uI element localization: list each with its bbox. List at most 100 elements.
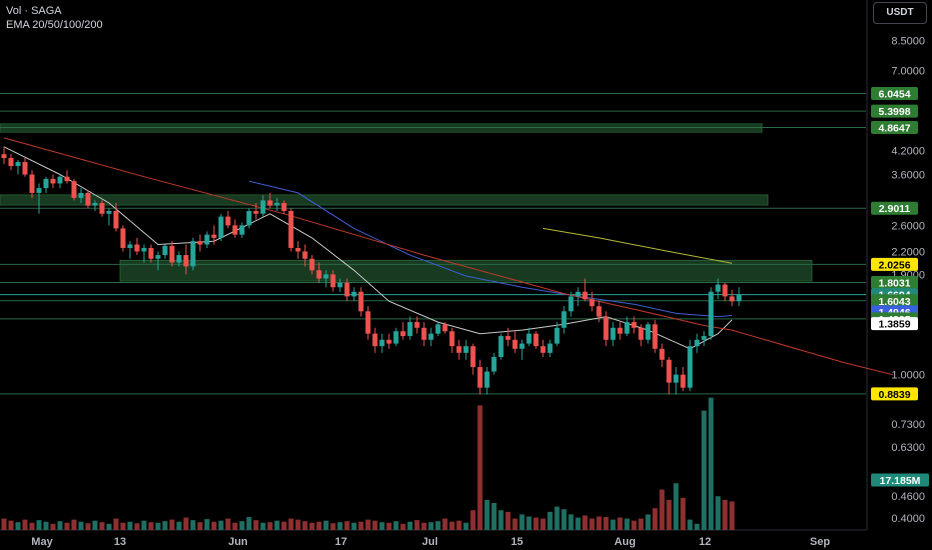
- price-label-2.9011: 2.9011: [871, 201, 918, 215]
- y-tick-label: 0.6300: [891, 442, 925, 454]
- volume-value-label: 17.185M: [871, 473, 929, 487]
- candle: [722, 282, 728, 302]
- candle: [519, 339, 525, 360]
- candle-body: [491, 356, 497, 372]
- volume-bar: [155, 522, 161, 530]
- currency-button[interactable]: USDT: [873, 2, 927, 24]
- ema-50-line: [248, 180, 733, 318]
- volume-bar: [568, 514, 574, 530]
- candle-body: [568, 296, 574, 312]
- candle-body: [694, 339, 700, 347]
- candle: [379, 333, 385, 353]
- price-label-bg: [871, 294, 918, 308]
- candle-body: [218, 216, 224, 238]
- candle-body: [547, 343, 553, 353]
- volume-bar: [477, 405, 483, 530]
- candle-body: [435, 324, 441, 334]
- volume-bar: [365, 519, 371, 530]
- price-label-1.3859: 1.3859: [871, 317, 918, 331]
- candle: [596, 301, 602, 323]
- candle: [155, 251, 161, 271]
- candle-body: [29, 174, 35, 193]
- volume-bar: [106, 523, 112, 530]
- y-tick-label: 8.5000: [891, 35, 925, 47]
- candle-body: [71, 181, 77, 198]
- candle-body: [708, 291, 714, 337]
- candle-body: [239, 225, 245, 235]
- volume-bar: [85, 523, 91, 530]
- volume-bar: [176, 521, 182, 530]
- volume-bar: [386, 522, 392, 530]
- volume-bar: [428, 522, 434, 530]
- volume-bar: [722, 499, 728, 530]
- volume-bar: [50, 523, 56, 530]
- ema-200-line: [542, 227, 733, 264]
- volume-bar: [554, 506, 560, 530]
- volume-bar: [687, 519, 693, 530]
- candle-body: [498, 336, 504, 357]
- candle-body: [456, 346, 462, 353]
- volume-bar: [8, 520, 14, 530]
- volume-bar: [659, 489, 665, 530]
- volume-bar: [533, 517, 539, 530]
- zone-1: [0, 194, 769, 206]
- candle: [239, 222, 245, 238]
- candle: [484, 367, 490, 395]
- volume-bar: [127, 521, 133, 530]
- volume-bar: [323, 520, 329, 530]
- candle-body: [400, 331, 406, 337]
- candle-body: [687, 346, 693, 388]
- candle-body: [197, 241, 203, 245]
- volume-bar: [197, 522, 203, 530]
- candle: [120, 225, 126, 252]
- price-label-bg: [871, 120, 918, 134]
- candle: [253, 203, 259, 220]
- volume-bar: [631, 520, 637, 530]
- price-label-bg: [871, 201, 918, 215]
- candle-body: [596, 306, 602, 317]
- x-tick-label: 12: [699, 536, 711, 548]
- candle-body: [50, 178, 56, 184]
- volume-bar: [372, 520, 378, 530]
- volume-bar: [526, 516, 532, 530]
- candle-body: [715, 284, 721, 292]
- volume-bar: [225, 518, 231, 530]
- candle-body: [554, 327, 560, 344]
- candle: [267, 192, 273, 209]
- volume-bar: [547, 511, 553, 530]
- candle-body: [428, 333, 434, 340]
- candle: [99, 200, 105, 217]
- price-label-text: 5.3998: [878, 106, 910, 118]
- price-label-text: 0.8839: [878, 389, 910, 401]
- candle: [715, 278, 721, 300]
- candle: [386, 333, 392, 349]
- candle-body: [246, 211, 252, 226]
- candle: [183, 244, 189, 275]
- candle-body: [645, 324, 651, 340]
- price-label-text: 6.0454: [878, 89, 910, 101]
- candle: [701, 331, 707, 347]
- price-label-text: 1.8031: [878, 278, 910, 290]
- volume-bar: [673, 483, 679, 530]
- chart-legend: Vol · SAGA EMA 20/50/100/200: [6, 4, 103, 32]
- candle-body: [64, 176, 70, 182]
- volume-bar: [470, 510, 476, 530]
- candle: [218, 213, 224, 242]
- candle: [15, 160, 21, 175]
- candle: [274, 197, 280, 212]
- price-label-text: 1.6043: [878, 296, 910, 308]
- price-label-text: 4.8647: [878, 122, 910, 134]
- candle: [43, 176, 49, 193]
- candle-body: [288, 211, 294, 248]
- volume-bar: [169, 519, 175, 530]
- symbol-label: Vol · SAGA: [6, 5, 62, 17]
- volume-bar: [29, 522, 35, 530]
- candle: [204, 231, 210, 248]
- volume-bar: [281, 521, 287, 530]
- volume-bar: [435, 521, 441, 530]
- candle-body: [8, 158, 14, 167]
- candle-body: [204, 234, 210, 245]
- price-label-6.0454: 6.0454: [871, 87, 918, 101]
- candle: [57, 174, 63, 189]
